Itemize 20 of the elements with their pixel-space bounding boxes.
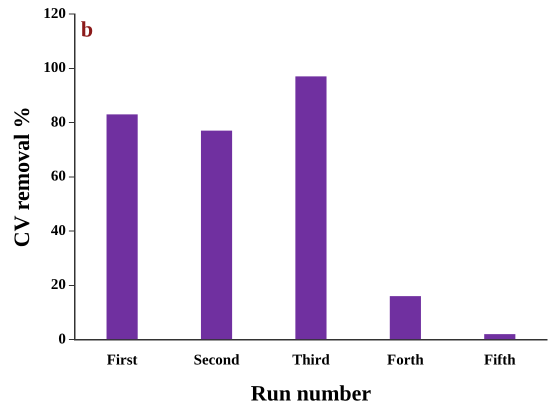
y-tick-label: 20 — [50, 277, 66, 294]
y-tick-label: 60 — [50, 168, 66, 185]
x-axis-title: Run number — [250, 380, 372, 406]
y-tick-label: 40 — [50, 222, 66, 239]
bar — [106, 114, 138, 340]
bar — [295, 76, 327, 340]
y-tick-label: 0 — [58, 331, 66, 348]
y-axis-title: CV removal % — [8, 106, 34, 248]
x-tick-label: Second — [194, 352, 240, 368]
bar — [390, 296, 421, 340]
x-tick-label: Forth — [387, 352, 424, 368]
chart-title: b — [80, 16, 94, 42]
y-tick-label: 80 — [50, 114, 66, 130]
x-tick-label: Third — [292, 352, 330, 368]
bar — [484, 334, 516, 340]
y-tick-label: 120 — [43, 6, 66, 22]
x-tick-label: Fifth — [484, 352, 516, 368]
bar — [200, 130, 232, 340]
x-tick-label: First — [106, 352, 138, 368]
y-tick-label: 100 — [43, 60, 66, 76]
